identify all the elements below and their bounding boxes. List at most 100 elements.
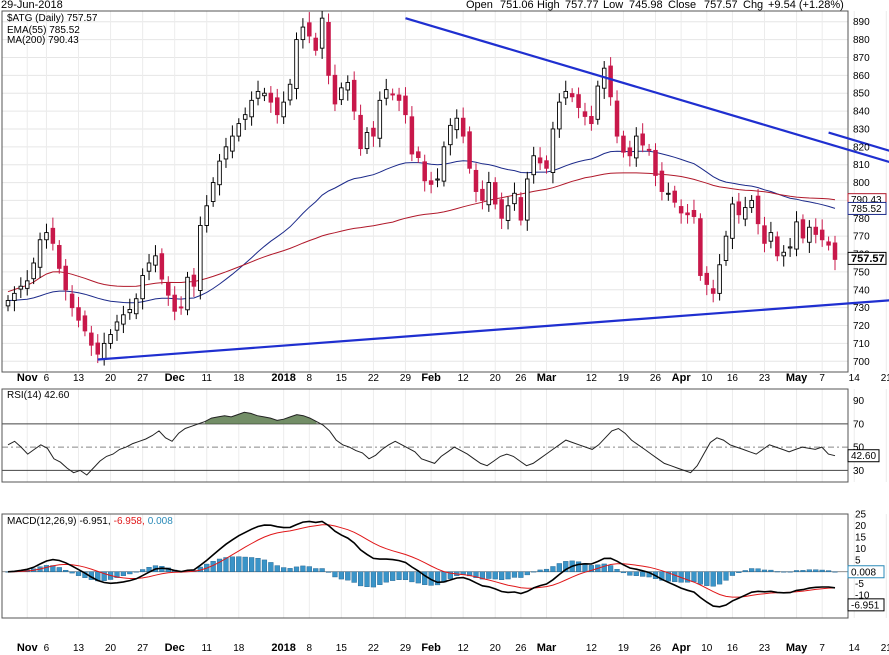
candle-body (249, 99, 254, 118)
macd-histogram (5, 556, 838, 588)
macd-tick-15: 15 (855, 533, 867, 544)
x-tick-Nov-0: Nov (17, 372, 39, 384)
candle-body (287, 83, 293, 101)
macd-hist-bar (274, 565, 280, 572)
candle (454, 109, 460, 139)
candle (492, 177, 498, 210)
macd-hist-bar (43, 565, 50, 572)
last-price-box (847, 251, 887, 265)
candle (146, 254, 152, 281)
candle-body (569, 93, 575, 98)
candle-body (832, 242, 838, 260)
candle (614, 90, 620, 144)
x-tick-May-0: May (786, 372, 808, 384)
candle-body (371, 127, 376, 137)
candle-body (191, 274, 197, 287)
macd-hist-bar (575, 561, 582, 572)
close-label: Close (668, 0, 697, 11)
rsi-tick-50: 50 (853, 443, 865, 454)
candle (332, 64, 338, 112)
candle-body (223, 146, 229, 160)
candle-body (133, 298, 139, 315)
candle-body (351, 79, 357, 112)
candle (281, 91, 286, 124)
macd-hist-bar (332, 571, 338, 578)
candle-body (268, 92, 274, 103)
candle-body (95, 342, 101, 355)
candle-body (383, 89, 389, 99)
trendline-2 (828, 131, 889, 152)
candle-body (826, 241, 831, 246)
macd-hist-bar (120, 571, 126, 576)
macd-hist-bar (505, 571, 511, 580)
candle-body (787, 246, 793, 249)
candle (178, 296, 184, 315)
price-tick-860: 860 (853, 71, 870, 82)
candle-body (332, 74, 338, 105)
x-tick-18-1: 18 (233, 643, 245, 654)
candle-body (794, 221, 799, 250)
candle (800, 214, 806, 244)
candle (255, 80, 261, 106)
x-tick-11-0: 11 (202, 373, 213, 384)
macd-tick-10: 10 (855, 544, 867, 555)
candle (351, 71, 357, 121)
candle (339, 82, 344, 106)
candle (230, 125, 235, 159)
candle-body (377, 99, 383, 139)
macd-hist-bar (563, 561, 569, 572)
candle (589, 105, 594, 131)
x-tick-18-0: 18 (233, 373, 245, 384)
macd-hist-bar (800, 570, 806, 572)
candle (159, 248, 165, 285)
candle-body (396, 94, 402, 101)
candle-body (544, 160, 549, 169)
candle (787, 237, 793, 257)
x-tick-20-0: 20 (490, 373, 502, 384)
macd-hist-bar (614, 569, 620, 572)
rsi-tick-70: 70 (853, 419, 865, 430)
candle (768, 221, 774, 249)
candle (826, 236, 831, 251)
candle (691, 199, 697, 224)
macd-hist-bar (127, 571, 133, 575)
macd-line (7, 520, 836, 608)
macd-hist-bar (729, 571, 736, 576)
x-tick-11-1: 11 (202, 643, 213, 654)
macd-hist-bar (633, 571, 639, 576)
macd-hist-bar (396, 571, 402, 580)
candle-body (807, 226, 812, 243)
macd-hist-bar (531, 571, 537, 573)
candle-body (172, 294, 177, 312)
legend: $ATG (Daily) 757.57 EMA(55) 785.52 MA(20… (7, 13, 173, 527)
candle (794, 211, 799, 257)
macd-hist-bar (56, 567, 62, 572)
macd-hist-bar (774, 571, 780, 573)
macd-hist-bar (364, 571, 370, 587)
candle (409, 106, 415, 162)
candle (781, 245, 786, 267)
candle (50, 217, 56, 251)
candle-body (178, 306, 184, 309)
candle (460, 107, 466, 144)
candle-body (198, 225, 203, 291)
macd-hist-bar (434, 571, 441, 586)
chart-grid (2, 11, 887, 618)
candle (364, 127, 370, 154)
candle-body (710, 288, 716, 294)
candle-body (678, 206, 684, 214)
candle-body (153, 255, 158, 266)
candle-body (69, 293, 75, 309)
x-tick-Feb-1: Feb (421, 642, 441, 654)
rsi-overbought-fill (204, 412, 317, 424)
macd-hist-bar (69, 571, 75, 574)
candle (191, 267, 197, 297)
macd-hist-bar (806, 569, 812, 572)
macd-hist-bar (793, 570, 800, 572)
candle (18, 277, 24, 299)
x-tick-19-1: 19 (618, 643, 630, 654)
trendline-0 (405, 17, 889, 164)
candle (217, 153, 222, 196)
macd-hist-bar (236, 556, 242, 572)
candle (640, 123, 645, 153)
